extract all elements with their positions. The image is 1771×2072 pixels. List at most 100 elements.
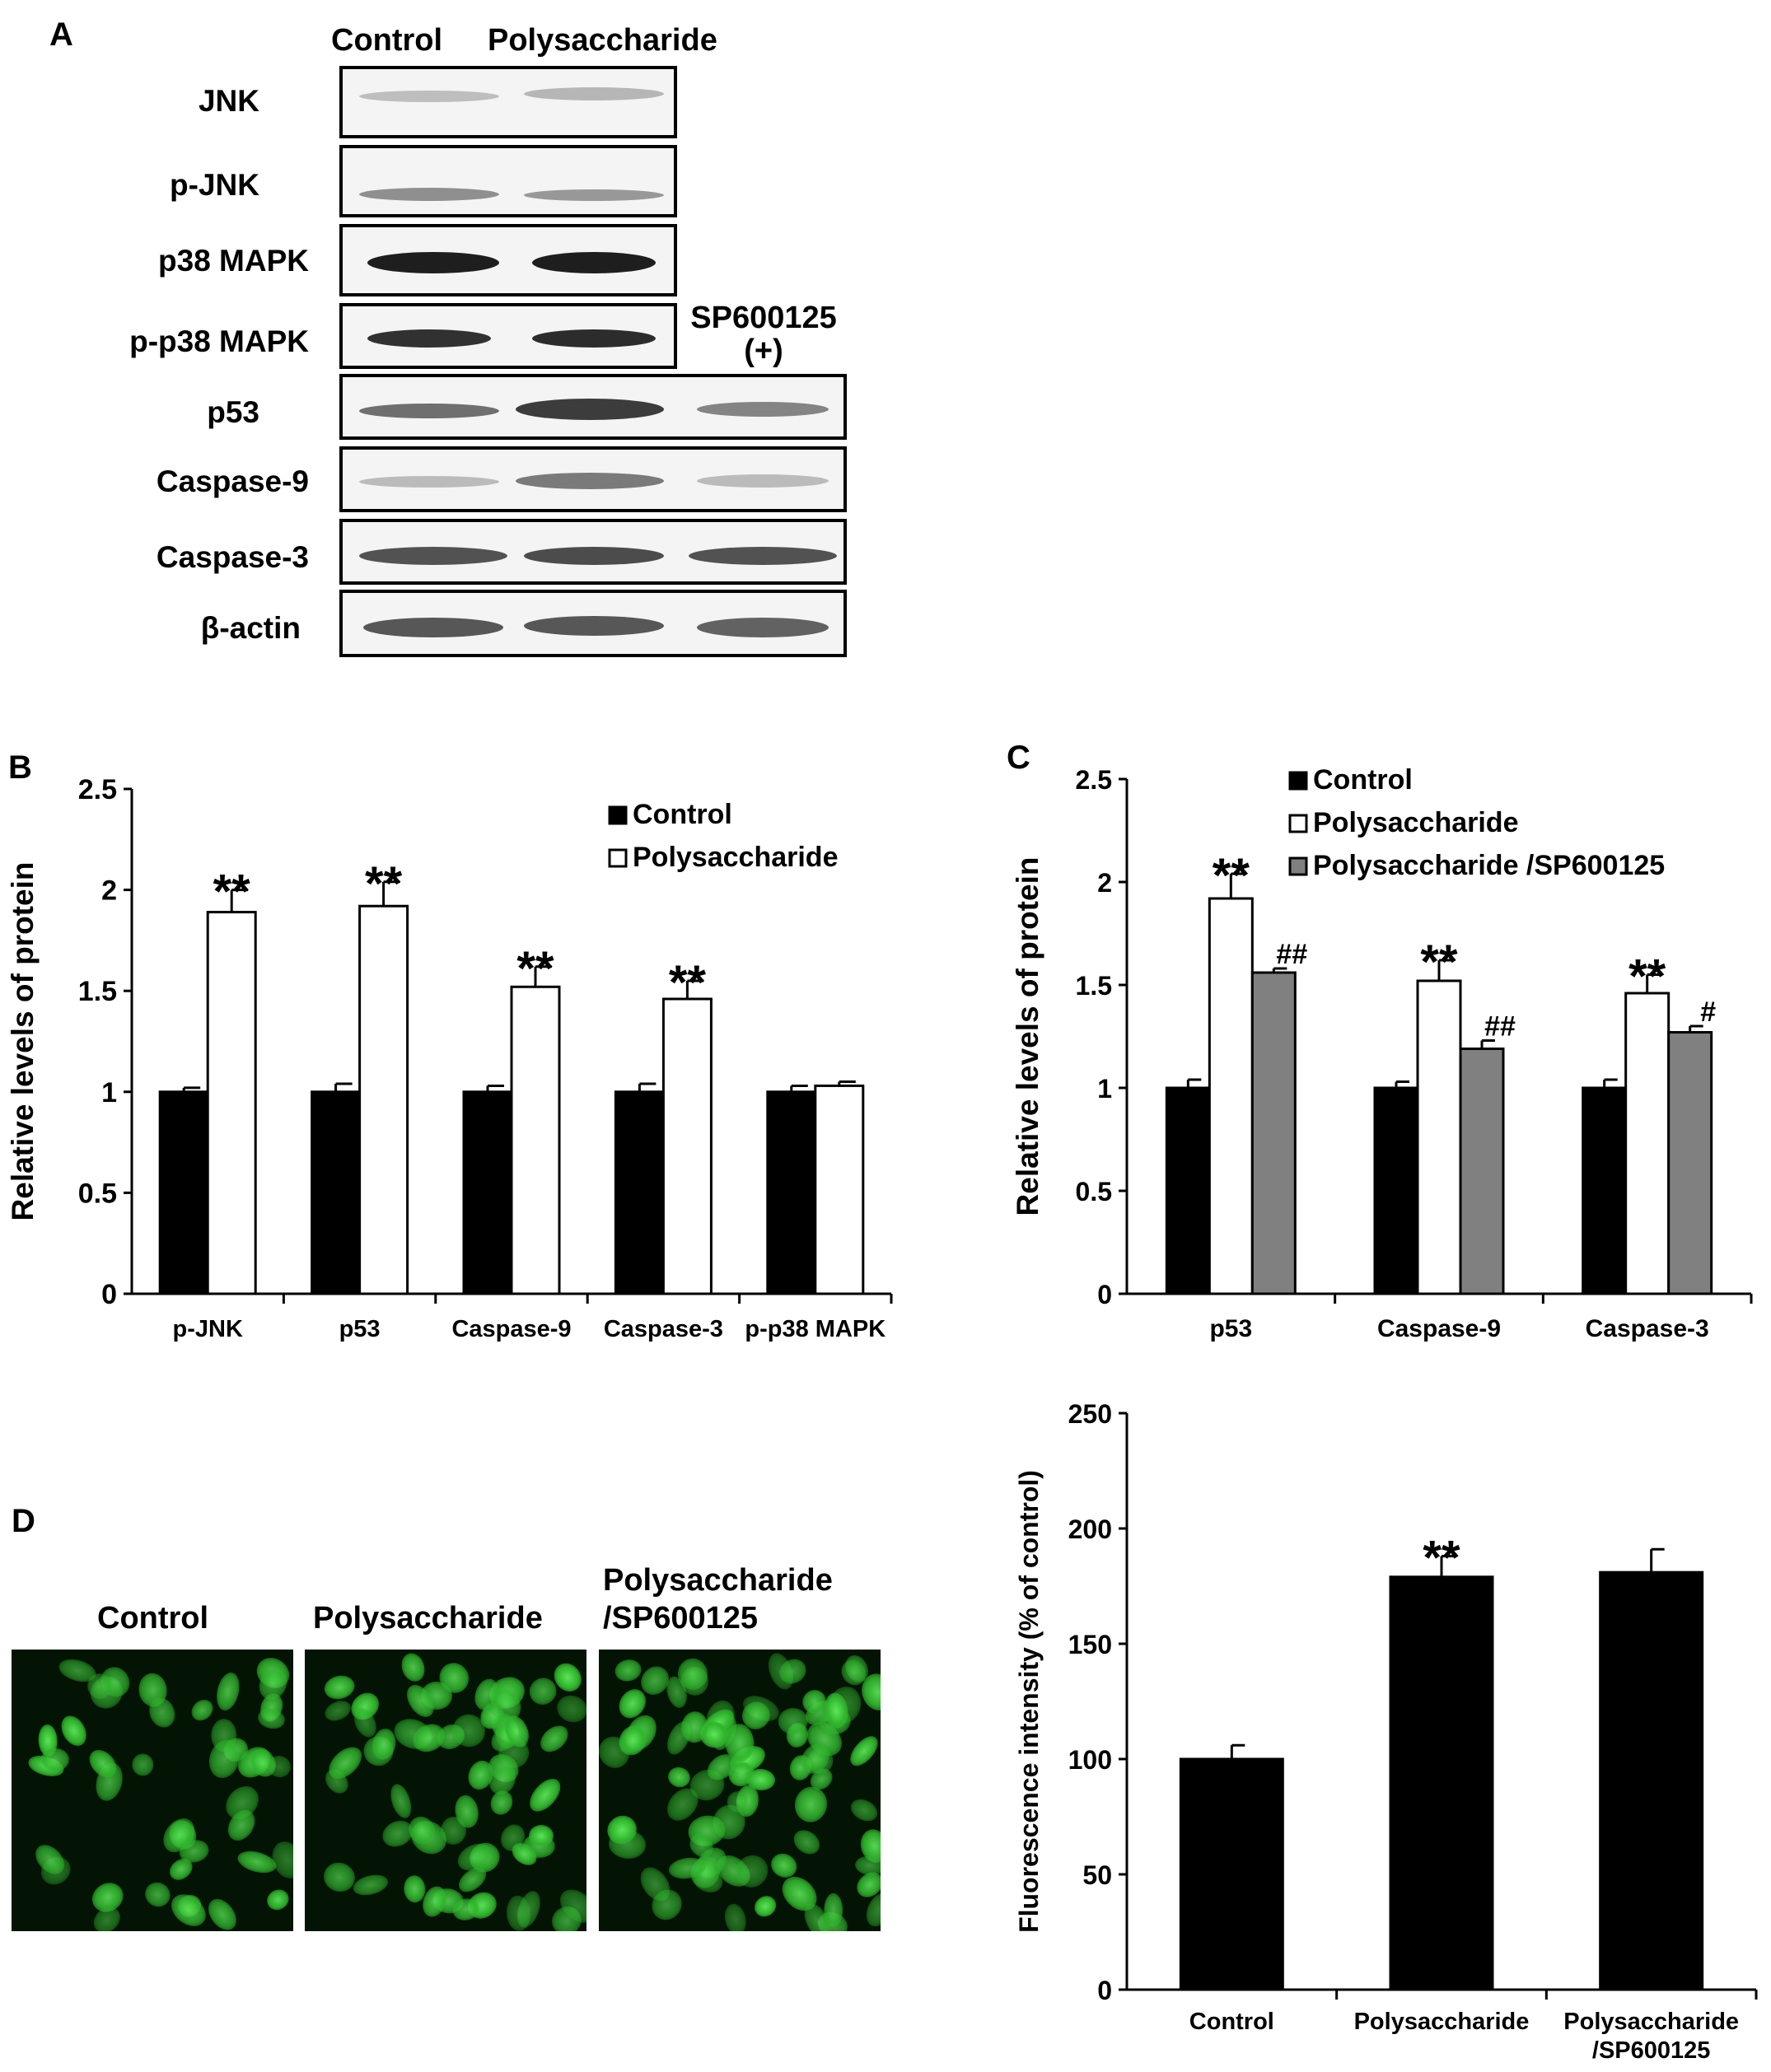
bar-control-p-jnk — [158, 1090, 209, 1295]
y-tick-label: 200 — [1068, 1514, 1112, 1544]
blot-label-p38-mapk: p38 MAPK — [158, 244, 309, 278]
lane-header-control: Control — [331, 23, 443, 58]
cell-nucleus — [141, 1877, 175, 1911]
band-p53-sp600125 — [697, 402, 829, 417]
bar-polysaccharide-p-jnk — [206, 911, 257, 1295]
bar-value-control — [1179, 1757, 1284, 1991]
hash-annotation: ## — [1484, 1011, 1516, 1043]
fluorescence-image-polysaccharide-sp600125 — [599, 1650, 881, 1931]
band-casp3-control — [359, 547, 507, 565]
band-p-jnk-polysaccharide — [524, 189, 664, 201]
cell-nucleus — [132, 1753, 155, 1777]
cell-nucleus — [792, 1784, 830, 1826]
y-tick-label: 0.5 — [78, 1178, 117, 1209]
panel-letter-c: C — [1007, 740, 1030, 776]
fluorescence-image-control — [12, 1650, 293, 1931]
legend-label-polysaccharide-sp600125: Polysaccharide /SP600125 — [1313, 850, 1665, 881]
legend-swatch-polysaccharide-sp600125 — [1288, 856, 1308, 876]
band-casp9-polysaccharide — [516, 473, 664, 489]
significance-asterisks: ** — [516, 942, 554, 996]
legend-swatch-polysaccharide — [1288, 814, 1308, 833]
blot-beta-actin — [339, 590, 847, 657]
cell-nucleus — [203, 1893, 242, 1931]
bar-polysaccharide-p53 — [1208, 897, 1254, 1295]
y-tick-label: 250 — [1068, 1399, 1112, 1429]
fluor-title-control: Control — [97, 1601, 209, 1636]
chart-d: 0 50 100 150 200 250 Fluorescence intensity (%… — [1014, 1399, 1758, 2064]
blot-label-beta-actin: β-actin — [200, 611, 301, 645]
cell-nucleus — [213, 1670, 243, 1714]
blot-label-p-p38-mapk: p-p38 MAPK — [129, 324, 309, 358]
significance-asterisks: ** — [1213, 849, 1250, 903]
band-actin-control — [363, 618, 503, 637]
cell-nucleus — [350, 1871, 390, 1899]
bar-polysaccharide-sp600125-caspase-3 — [1667, 1031, 1713, 1295]
cell-nucleus — [788, 1824, 825, 1860]
blot-p-jnk — [339, 145, 677, 217]
hash-annotation: ## — [1276, 939, 1307, 970]
bar-polysaccharide-caspase-9 — [1416, 979, 1462, 1295]
y-axis-label: Relative levels of protein — [1011, 857, 1044, 1216]
significance-asterisks: ** — [213, 866, 251, 919]
inhibitor-label-line1: SP600125 — [690, 301, 837, 335]
x-tick-label-caspase-3: Caspase-3 — [1586, 1315, 1709, 1342]
y-tick-label: 0 — [1097, 1976, 1112, 2005]
bar-polysaccharide-caspase-9 — [510, 985, 561, 1295]
bar-polysaccharide-caspase-3 — [1624, 992, 1671, 1295]
x-tick-label-p53: p53 — [339, 1316, 381, 1342]
x-tick-label-p-p38-mapk: p-p38 MAPK — [745, 1316, 886, 1342]
band-jnk-control — [359, 91, 499, 102]
y-tick-label: 1.5 — [1076, 971, 1112, 1001]
cell-nucleus — [665, 1764, 693, 1790]
y-tick-label: 50 — [1082, 1860, 1112, 1890]
y-tick-label: 2.5 — [78, 774, 117, 805]
x-tick-label-p-jnk: p-JNK — [173, 1316, 243, 1342]
cell-nucleus — [845, 1731, 881, 1771]
chart-c: 0 0.5 1 1.5 2 2.5 Relative levels of protein p5… — [1011, 764, 1753, 1342]
y-tick-label: 0.5 — [1076, 1177, 1112, 1206]
band-casp3-sp600125 — [689, 547, 837, 565]
y-tick-label: 1 — [1097, 1074, 1112, 1104]
significance-asterisks: ** — [669, 956, 707, 1010]
y-tick-label: 0 — [101, 1279, 117, 1310]
significance-asterisks: ** — [1628, 950, 1666, 1004]
band-p38-control — [367, 252, 499, 273]
cell-nucleus — [397, 1650, 428, 1685]
bar-control-p53 — [1165, 1086, 1211, 1295]
blot-label-p53: p53 — [207, 395, 259, 429]
cell-nucleus — [728, 1848, 774, 1894]
inhibitor-label-line2: (+) — [744, 334, 783, 368]
blot-caspase-9 — [339, 446, 847, 512]
bar-control-p-p38-mapk — [766, 1090, 817, 1295]
x-tick-label-control: Control — [1189, 2009, 1274, 2035]
y-tick-label: 150 — [1068, 1630, 1112, 1659]
significance-asterisks: ** — [365, 857, 403, 911]
bar-value-polysaccharide-sp600125 — [1599, 1570, 1704, 1991]
inhibitor-label: SP600125 (+) — [685, 301, 842, 367]
bar-polysaccharide-sp600125-p53 — [1250, 971, 1297, 1295]
significance-asterisks: ** — [1423, 1532, 1460, 1585]
cell-nucleus — [487, 1787, 516, 1818]
y-tick-label: 2.5 — [1076, 765, 1112, 795]
x-tick-label-p53: p53 — [1209, 1315, 1252, 1342]
fluor-title-polysaccharide-sp600125: Polysaccharide /SP600125 — [603, 1563, 833, 1636]
cell-nucleus — [750, 1892, 781, 1921]
y-axis-label: Relative levels of protein — [6, 862, 40, 1221]
bar-polysaccharide-p-p38-mapk — [814, 1084, 865, 1295]
cell-nucleus — [55, 1710, 91, 1750]
band-p-p38-polysaccharide — [532, 329, 656, 348]
blot-caspase-3 — [339, 519, 847, 585]
bar-polysaccharide-caspase-3 — [661, 997, 713, 1295]
x-tick-label-polysaccharide-sp600125: /SP600125 — [1592, 2037, 1711, 2064]
cell-nucleus — [853, 1855, 881, 1878]
fluorescence-image-polysaccharide — [305, 1650, 586, 1931]
y-tick-label: 2 — [101, 875, 117, 907]
bar-polysaccharide-sp600125-caspase-9 — [1459, 1048, 1505, 1295]
blot-label-jnk: JNK — [198, 84, 259, 118]
lane-header-polysaccharide: Polysaccharide — [488, 23, 717, 58]
significance-asterisks: ** — [1420, 936, 1458, 989]
bar-control-caspase-9 — [1373, 1086, 1419, 1295]
band-p-p38-control — [367, 329, 491, 348]
band-p53-control — [359, 404, 499, 418]
cell-nucleus — [535, 1720, 573, 1757]
